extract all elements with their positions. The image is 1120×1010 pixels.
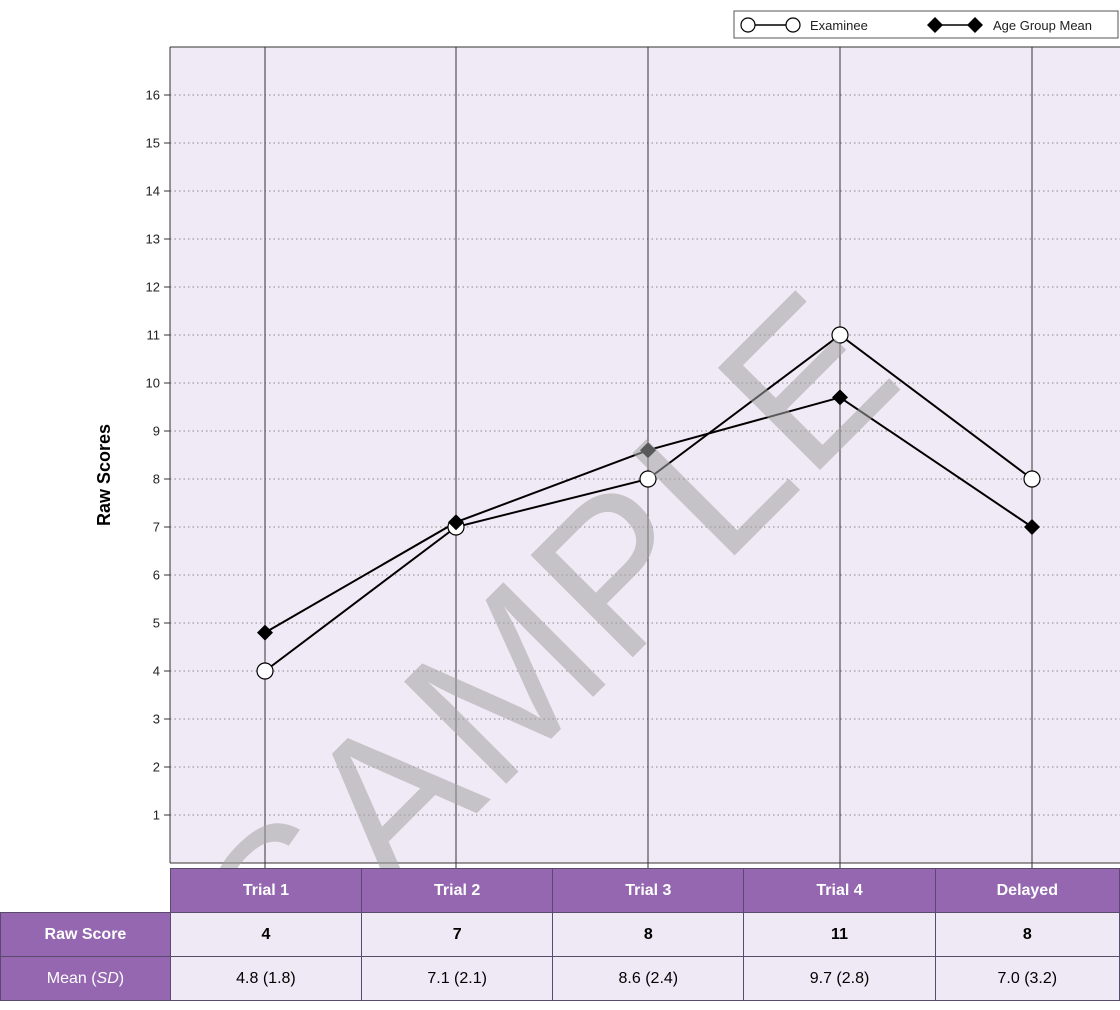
- raw-score-cell: 11: [743, 912, 936, 957]
- mean-cell: 9.7 (2.8): [743, 956, 936, 1001]
- legend-examinee-marker-right: [785, 17, 801, 33]
- raw-score-cell: 8: [552, 912, 745, 957]
- y-tick-label: 2: [153, 760, 160, 775]
- raw-score-cell: 7: [361, 912, 554, 957]
- category-lines: [264, 47, 1033, 868]
- legend: Examinee Age Group Mean: [733, 10, 1119, 39]
- legend-mean-label: Age Group Mean: [993, 18, 1092, 33]
- table-row-mean-sd: Mean (SD) 4.8 (1.8) 7.1 (2.1) 8.6 (2.4) …: [0, 956, 1120, 1001]
- y-tick-label: 13: [146, 232, 160, 247]
- y-tick-label: 15: [146, 136, 160, 151]
- table-header-cell: Delayed: [934, 868, 1120, 913]
- series-layer: [256, 326, 1041, 680]
- y-tick-label: 7: [153, 520, 160, 535]
- mean-cell: 4.8 (1.8): [169, 956, 363, 1001]
- score-table: Trial 1 Trial 2 Trial 3 Trial 4 Delayed …: [0, 868, 1120, 1001]
- examinee-point: [639, 470, 657, 488]
- table-header-cell: Trial 4: [743, 868, 936, 913]
- examinee-point: [1023, 470, 1041, 488]
- y-tick-label: 1: [153, 808, 160, 823]
- y-tick-label: 3: [153, 712, 160, 727]
- y-tick-label: 4: [153, 664, 160, 679]
- y-tick-label: 10: [146, 376, 160, 391]
- legend-mean-marker-left: [927, 17, 943, 33]
- mean-cell: 7.1 (2.1): [361, 956, 554, 1001]
- y-tick-label: 8: [153, 472, 160, 487]
- raw-score-cell: 4: [169, 912, 363, 957]
- table-header-cell: Trial 2: [361, 868, 554, 913]
- row-label-raw-score: Raw Score: [0, 912, 171, 957]
- examinee-point: [831, 326, 849, 344]
- mean-cell: 7.0 (3.2): [934, 956, 1120, 1001]
- y-axis-label: Raw Scores: [94, 424, 114, 526]
- table-row-raw-score: Raw Score 4 7 8 11 8: [0, 912, 1120, 957]
- table-header-cell: Trial 1: [169, 868, 363, 913]
- y-tick-label: 14: [146, 184, 160, 199]
- mean-cell: 8.6 (2.4): [552, 956, 745, 1001]
- mean-point: [448, 514, 464, 531]
- examinee-point: [256, 662, 274, 680]
- mean-point: [640, 442, 656, 459]
- mean-label-suffix: ): [118, 969, 125, 987]
- mean-point: [832, 389, 848, 406]
- legend-examinee-label: Examinee: [810, 18, 868, 33]
- row-label-mean-sd: Mean (SD): [0, 956, 171, 1001]
- mean-point: [1024, 519, 1040, 535]
- table-corner: [1, 869, 171, 913]
- table-header-row: Trial 1 Trial 2 Trial 3 Trial 4 Delayed: [1, 868, 1120, 913]
- mean-label-prefix: Mean (: [46, 969, 97, 987]
- y-tick-label: 5: [153, 616, 160, 631]
- raw-score-cell: 8: [934, 912, 1120, 957]
- y-tick-label: 11: [147, 328, 161, 343]
- y-tick-label: 12: [146, 280, 160, 295]
- y-tick-label: 6: [153, 568, 160, 583]
- legend-mean-marker-right: [967, 17, 983, 33]
- y-tick-label: 9: [153, 424, 160, 439]
- mean-point: [257, 624, 273, 641]
- table-header-cell: Trial 3: [552, 868, 745, 913]
- y-tick-label: 16: [146, 88, 160, 103]
- mean-label-sd: SD: [96, 969, 119, 987]
- legend-examinee-marker-left: [740, 17, 756, 33]
